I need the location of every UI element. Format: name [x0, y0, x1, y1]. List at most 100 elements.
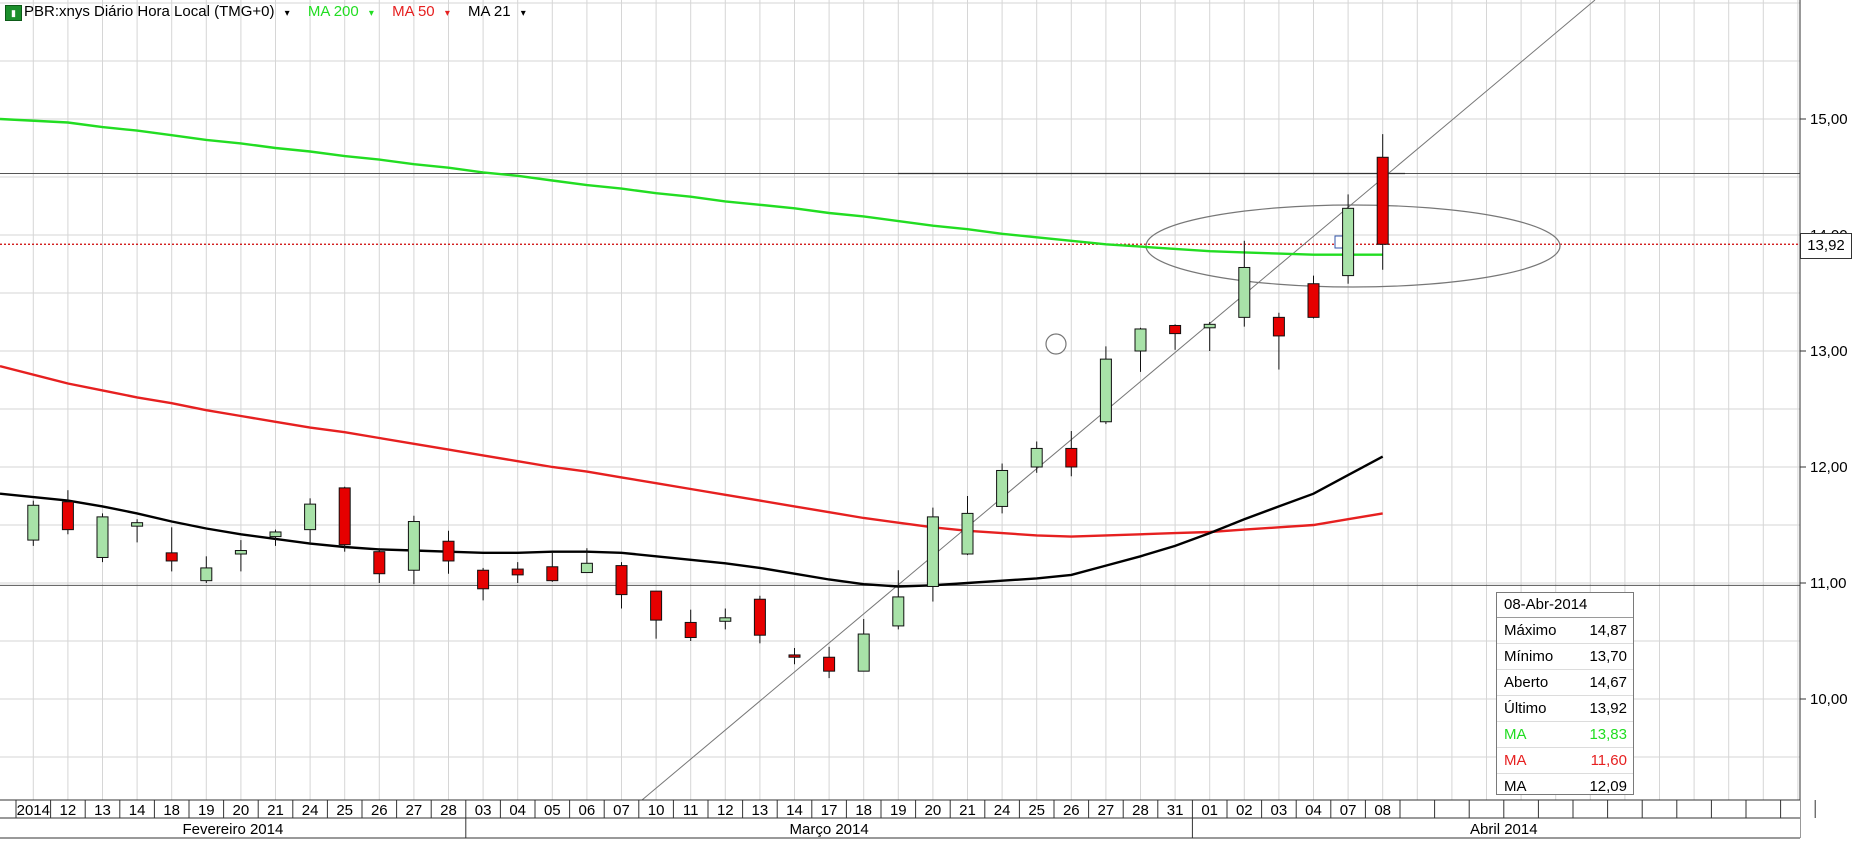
candle-up[interactable] — [131, 519, 144, 543]
candle-up[interactable] — [1203, 322, 1216, 351]
candle-up[interactable] — [580, 548, 593, 574]
candle-up[interactable] — [996, 463, 1009, 514]
time-axis[interactable]: 2014 12 13 14 18 19 20 21 24 25 26 27 28 03 04 05 06 07 10… — [0, 799, 1816, 839]
candle-body — [580, 562, 593, 574]
time-tick-label: 08 — [1374, 802, 1391, 819]
data-window-row: Mínimo 13,70 — [1497, 644, 1633, 670]
price-tick-label: 12,00 — [1810, 459, 1848, 476]
time-tick-label: 07 — [1340, 802, 1357, 819]
ma200-dropdown-icon[interactable]: ▾ — [368, 8, 374, 19]
candle-down[interactable] — [1065, 431, 1078, 477]
candle-up[interactable] — [234, 540, 247, 572]
time-tick-label: 06 — [579, 802, 596, 819]
data-window-row: MA 13,83 — [1497, 722, 1633, 748]
data-window-label: MA — [1504, 726, 1527, 743]
candle-down[interactable] — [373, 548, 386, 583]
candle-up[interactable] — [27, 500, 40, 546]
candle-up[interactable] — [407, 515, 420, 585]
time-tick-label: 04 — [1305, 802, 1322, 819]
time-tick-label: 17 — [821, 802, 838, 819]
candle-up[interactable] — [1342, 194, 1355, 284]
time-tick-label: 25 — [1028, 802, 1045, 819]
data-window-row: Último 13,92 — [1497, 696, 1633, 722]
time-tick-label: 12 — [60, 802, 77, 819]
candle-body — [338, 487, 351, 546]
candle-body — [1065, 447, 1078, 468]
chart-header: PBR:xnys Diário Hora Local (TMG+0) ▾ MA … — [24, 2, 540, 22]
time-tick-label: 31 — [1167, 802, 1184, 819]
time-tick-label: 27 — [406, 802, 423, 819]
price-tick-label: 11,00 — [1810, 575, 1846, 592]
candle-down[interactable] — [338, 486, 351, 552]
candle-up[interactable] — [304, 498, 317, 545]
candle-down[interactable] — [1169, 324, 1182, 350]
candle-down[interactable] — [684, 609, 697, 641]
candle-up[interactable] — [1099, 346, 1112, 425]
candle-up[interactable] — [269, 529, 282, 546]
time-tick-label: 03 — [1271, 802, 1288, 819]
candle-body — [615, 565, 628, 596]
candle-up[interactable] — [96, 513, 109, 563]
time-tick-label: 13 — [752, 802, 769, 819]
candle-down[interactable] — [1272, 312, 1285, 370]
candle-body — [200, 567, 213, 582]
candle-up[interactable] — [926, 507, 939, 602]
ma21-label[interactable]: MA 21 — [468, 3, 511, 20]
time-tick-label: 26 — [371, 802, 388, 819]
symbol-dropdown-icon[interactable]: ▾ — [284, 8, 290, 19]
candle-up[interactable] — [1134, 327, 1147, 372]
candle-down[interactable] — [165, 527, 178, 572]
data-window-value: 12,09 — [1589, 778, 1627, 795]
candle-body — [892, 596, 905, 627]
candle-body — [131, 522, 144, 527]
candle-up[interactable] — [719, 608, 732, 630]
time-tick-label: 14 — [786, 802, 803, 819]
candle-down[interactable] — [546, 551, 559, 582]
data-window-value: 14,67 — [1589, 674, 1627, 691]
ma21-dropdown-icon[interactable]: ▾ — [520, 8, 526, 19]
ma50-dropdown-icon[interactable]: ▾ — [444, 8, 450, 19]
candle-down[interactable] — [823, 646, 836, 679]
candle-down[interactable] — [788, 647, 801, 665]
data-window-value: 13,83 — [1589, 726, 1627, 743]
candle-up[interactable] — [1238, 240, 1251, 327]
chart-type-icon[interactable]: ▮ — [5, 5, 22, 21]
candle-up[interactable] — [1030, 441, 1043, 473]
candle-down[interactable] — [61, 490, 74, 535]
candle-down[interactable] — [1376, 134, 1389, 270]
time-tick-label: 2014 — [17, 802, 50, 819]
candle-down[interactable] — [753, 595, 766, 644]
candle-body — [961, 512, 974, 555]
circle-annotation[interactable] — [1045, 333, 1067, 355]
time-tick-label: 18 — [163, 802, 180, 819]
time-tick-label: 18 — [855, 802, 872, 819]
candle-up[interactable] — [857, 618, 870, 672]
data-window-label: MA — [1504, 778, 1527, 795]
ma50-label[interactable]: MA 50 — [392, 3, 435, 20]
candle-down[interactable] — [442, 530, 455, 574]
data-window-label: Mínimo — [1504, 648, 1554, 665]
candle-body — [1238, 266, 1251, 318]
candle-up[interactable] — [961, 496, 974, 556]
time-tick-label: 03 — [475, 802, 492, 819]
candle-up[interactable] — [892, 570, 905, 630]
price-tick-label: 15,00 — [1810, 111, 1848, 128]
candle-down[interactable] — [477, 567, 490, 601]
candle-body — [304, 503, 317, 531]
candle-up[interactable] — [200, 556, 213, 583]
ma200-label[interactable]: MA 200 — [307, 3, 359, 20]
candle-down[interactable] — [511, 562, 524, 583]
trendline[interactable] — [641, 0, 1596, 801]
data-window-value: 14,87 — [1589, 622, 1627, 639]
candles[interactable] — [27, 134, 1389, 679]
candle-down[interactable] — [615, 562, 628, 609]
candle-body — [1134, 328, 1147, 352]
candle-body — [477, 569, 490, 590]
candle-body — [1099, 358, 1112, 423]
candle-down[interactable] — [650, 590, 663, 639]
candle-down[interactable] — [1307, 275, 1320, 319]
data-window: 08-Abr-2014 Máximo 14,87 Mínimo 13,70 Aberto… — [1496, 592, 1634, 795]
symbol-label[interactable]: PBR:xnys Diário Hora Local (TMG+0) — [24, 3, 275, 20]
